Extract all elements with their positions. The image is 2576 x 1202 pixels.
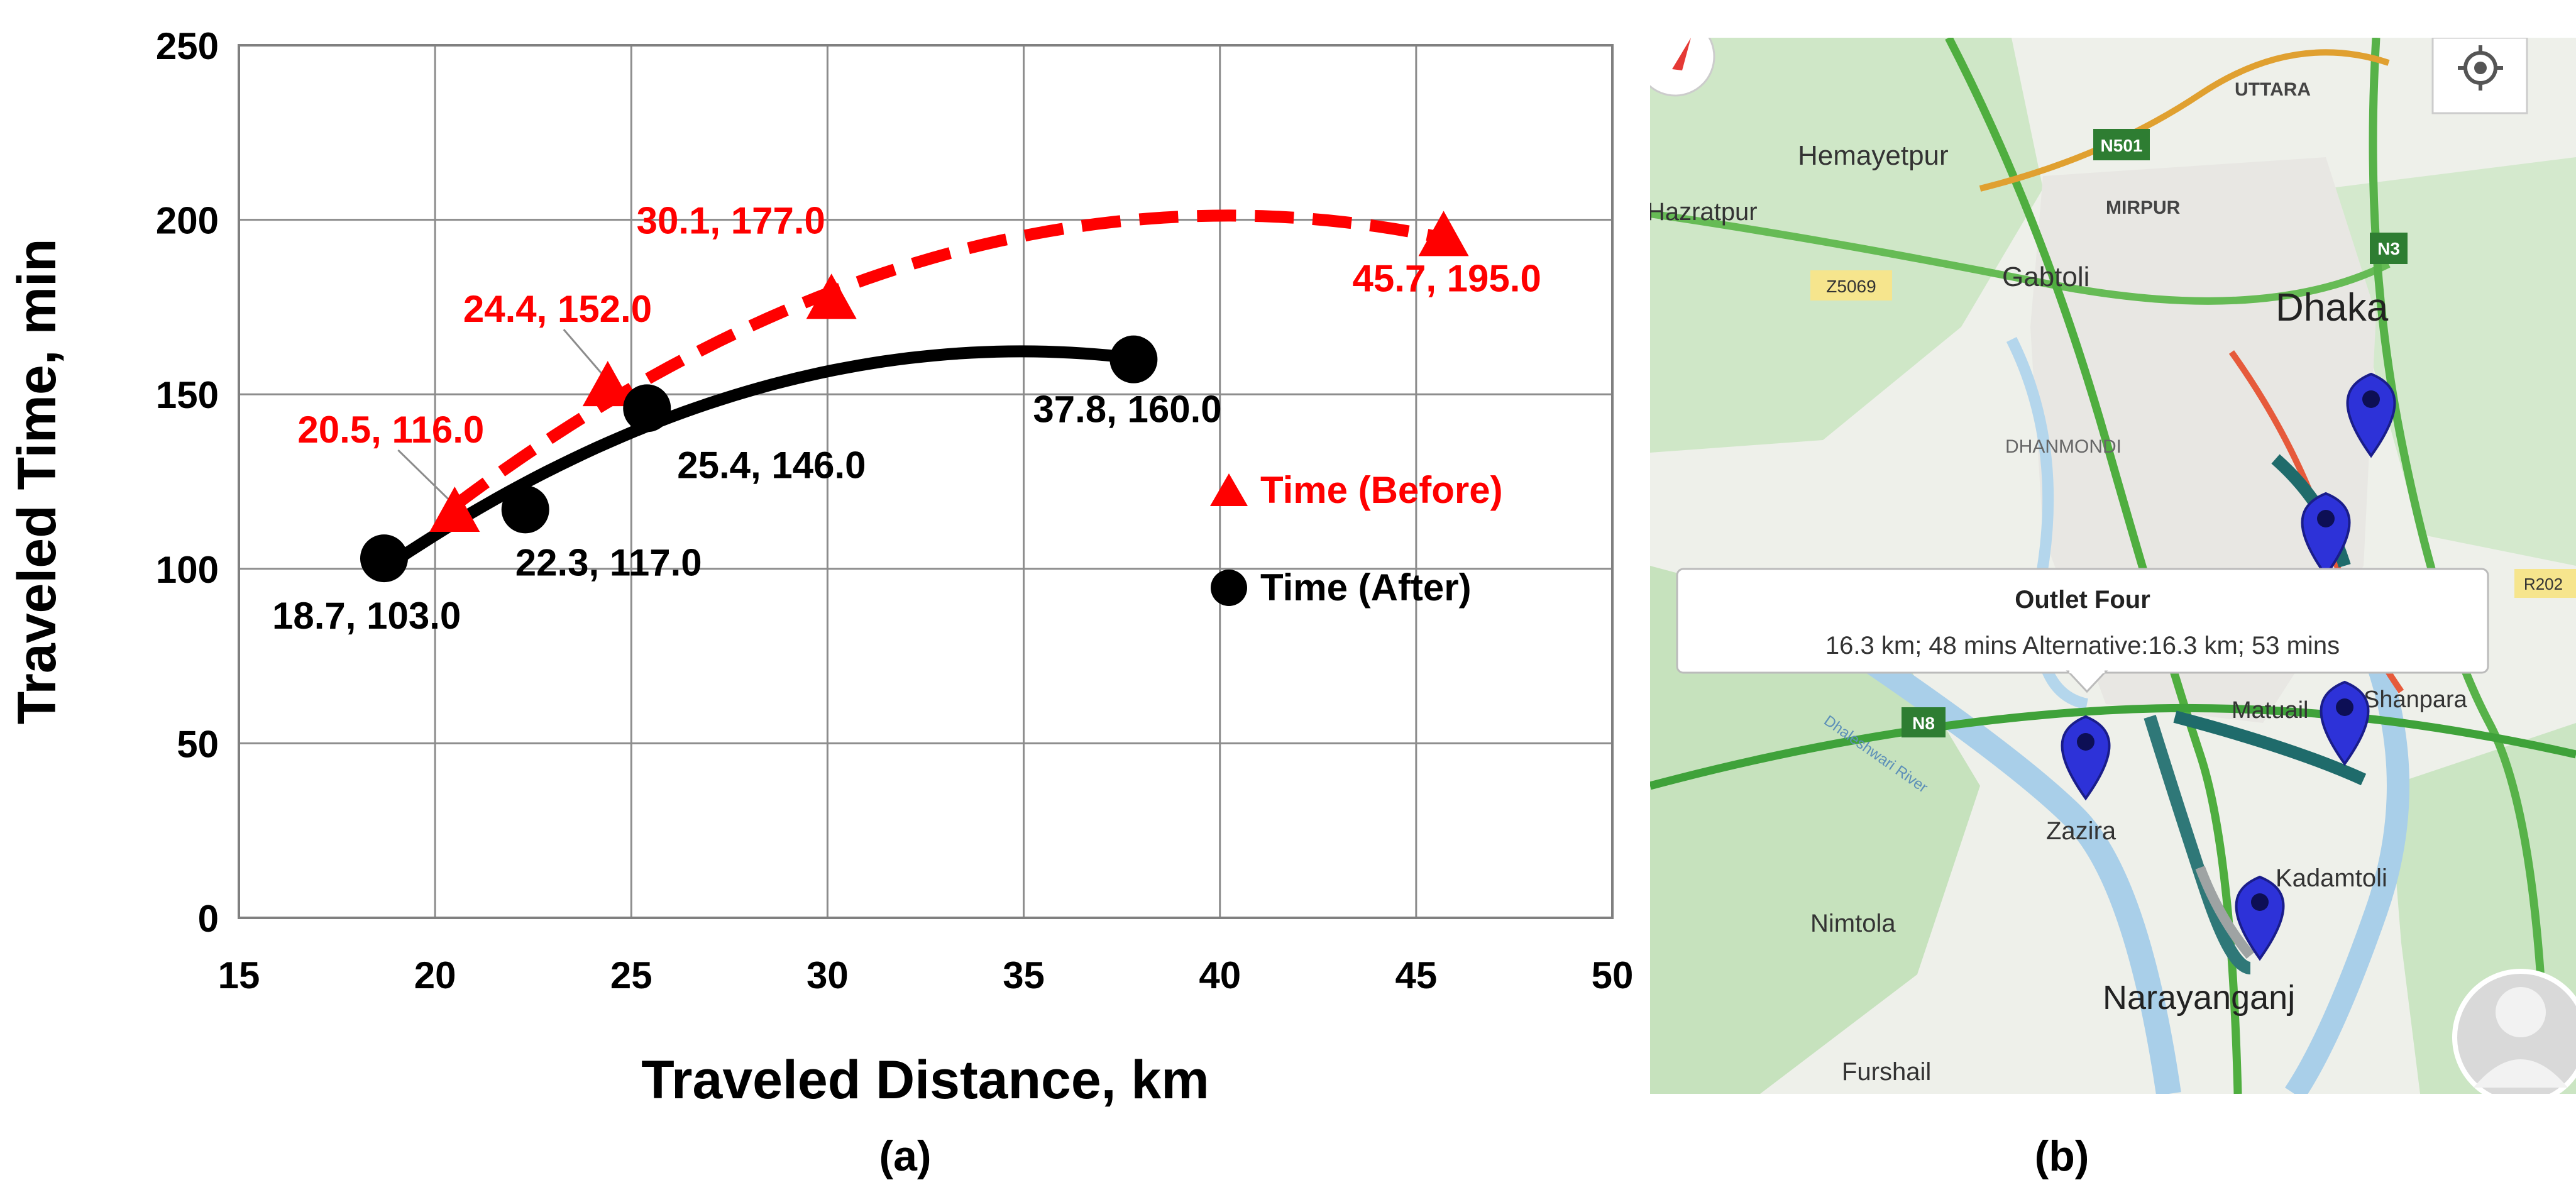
label-leader-lines — [397, 329, 603, 502]
legend-circle-marker — [1211, 570, 1247, 606]
map-label: DHANMONDI — [2005, 436, 2122, 457]
data-label: 18.7, 103.0 — [272, 595, 461, 637]
y-tick-labels: 0 50 100 150 200 250 — [156, 25, 219, 940]
x-tick-label: 20 — [414, 954, 456, 996]
data-labels: 20.5, 116.0 24.4, 152.0 30.1, 177.0 45.7, 1… — [272, 199, 1541, 637]
data-markers — [360, 211, 1469, 583]
x-tick-label: 30 — [806, 954, 849, 996]
road-shield — [2514, 569, 2576, 598]
y-tick-label: 200 — [156, 200, 219, 242]
data-label: 24.4, 152.0 — [463, 288, 652, 330]
popup-title: Outlet Four — [2015, 586, 2150, 614]
map-label: Shanpara — [2364, 686, 2468, 713]
panel-b-label: (b) — [2035, 1132, 2089, 1180]
x-tick-label: 15 — [218, 954, 260, 996]
x-tick-label: 45 — [1395, 954, 1437, 996]
map-label: Zazira — [2046, 817, 2116, 845]
chart-panel: 15 20 25 30 35 40 45 50 0 50 100 150 200 250 20.5, 1… — [7, 25, 1633, 1180]
label-leader-line — [397, 449, 451, 502]
compass-icon[interactable] — [1636, 18, 1715, 97]
route-alt — [2195, 866, 2255, 959]
river — [2006, 336, 2089, 710]
triangle-marker — [429, 486, 480, 532]
road-shield — [2093, 129, 2150, 160]
river — [1815, 618, 2181, 1094]
map-label: Nimtola — [1810, 910, 1896, 937]
avatar-icon[interactable] — [2452, 969, 2576, 1103]
my-location-icon — [2458, 45, 2503, 91]
map-label: N8 — [1912, 714, 1935, 733]
road-shield — [2370, 233, 2408, 264]
data-label: 45.7, 195.0 — [1353, 257, 1541, 299]
popup-text: 16.3 km; 48 mins Alternative:16.3 km; 53… — [1825, 632, 2340, 659]
compass-needle — [1672, 38, 1691, 70]
y-tick-label: 250 — [156, 25, 219, 67]
data-label: 25.4, 146.0 — [677, 444, 866, 486]
map-label: Narayanganj — [2103, 979, 2295, 1017]
road — [1650, 210, 2391, 305]
triangle-marker — [582, 361, 633, 407]
road — [1650, 703, 2576, 790]
map-label: Hazratpur — [1647, 198, 1758, 226]
map-label: R202 — [2524, 575, 2563, 593]
data-label: 30.1, 177.0 — [637, 199, 825, 241]
triangle-marker — [806, 273, 857, 319]
map-label: Matuail — [2232, 697, 2309, 724]
data-label: 20.5, 116.0 — [297, 409, 484, 451]
road-shield — [1902, 707, 1946, 737]
map-panel: UTTARA Hemayetpur N501 MIRPUR Hazratpur … — [1636, 18, 2576, 1180]
circle-marker — [360, 534, 408, 583]
y-axis-title: Traveled Time, min — [7, 239, 67, 725]
x-axis-title: Traveled Distance, km — [641, 1050, 1209, 1110]
circle-marker — [623, 384, 671, 433]
location-pin-icon[interactable] — [2346, 372, 2396, 458]
map-label: MIRPUR — [2106, 197, 2181, 218]
data-label: 37.8, 160.0 — [1033, 389, 1221, 431]
road — [1979, 49, 2390, 192]
legend: Time (Before) Time (After) — [1210, 469, 1503, 609]
location-pin-icon[interactable] — [2301, 492, 2351, 578]
location-pin-icon[interactable] — [2320, 680, 2370, 766]
legend-label-before: Time (Before) — [1260, 469, 1503, 511]
river — [2285, 656, 2409, 1094]
legend-label-after: Time (After) — [1260, 566, 1472, 609]
map-label: Gabtoli — [2002, 262, 2089, 292]
y-tick-label: 0 — [198, 898, 219, 940]
map-label: N3 — [2377, 239, 2400, 258]
panel-a-label: (a) — [879, 1132, 931, 1180]
circle-marker — [501, 485, 549, 534]
y-tick-label: 50 — [177, 723, 219, 765]
x-tick-labels: 15 20 25 30 35 40 45 50 — [218, 954, 1634, 996]
map-label: Furshail — [1842, 1058, 1931, 1086]
y-tick-label: 100 — [156, 549, 219, 591]
x-tick-label: 25 — [610, 954, 652, 996]
trendline-time-before — [451, 209, 1445, 510]
map-label: UTTARA — [2235, 79, 2311, 100]
x-tick-label: 50 — [1592, 954, 1634, 996]
legend-triangle-marker — [1210, 473, 1248, 506]
plot-area-border — [238, 44, 1614, 919]
x-tick-label: 40 — [1199, 954, 1241, 996]
x-tick-label: 35 — [1003, 954, 1045, 996]
data-label: 22.3, 117.0 — [515, 541, 702, 583]
green-area — [1650, 566, 1980, 1094]
circle-marker — [1109, 335, 1158, 383]
map-label: Kadamtoli — [2276, 864, 2387, 892]
road-shield — [1810, 270, 1892, 300]
info-popup[interactable]: Outlet Four 16.3 km; 48 mins Alternative… — [1676, 568, 2489, 693]
trendline-time-after — [380, 345, 1135, 573]
map-label: Dhaka — [2276, 286, 2389, 329]
map-label: N501 — [2101, 136, 2143, 155]
label-leader-line — [563, 329, 603, 376]
location-pin-icon[interactable] — [2061, 715, 2111, 801]
location-pin-icon[interactable] — [2235, 875, 2285, 961]
map-label: Hemayetpur — [1798, 140, 1949, 171]
y-tick-label: 150 — [156, 374, 219, 416]
map-label: Z5069 — [1826, 277, 1876, 296]
triangle-marker — [1418, 211, 1469, 256]
